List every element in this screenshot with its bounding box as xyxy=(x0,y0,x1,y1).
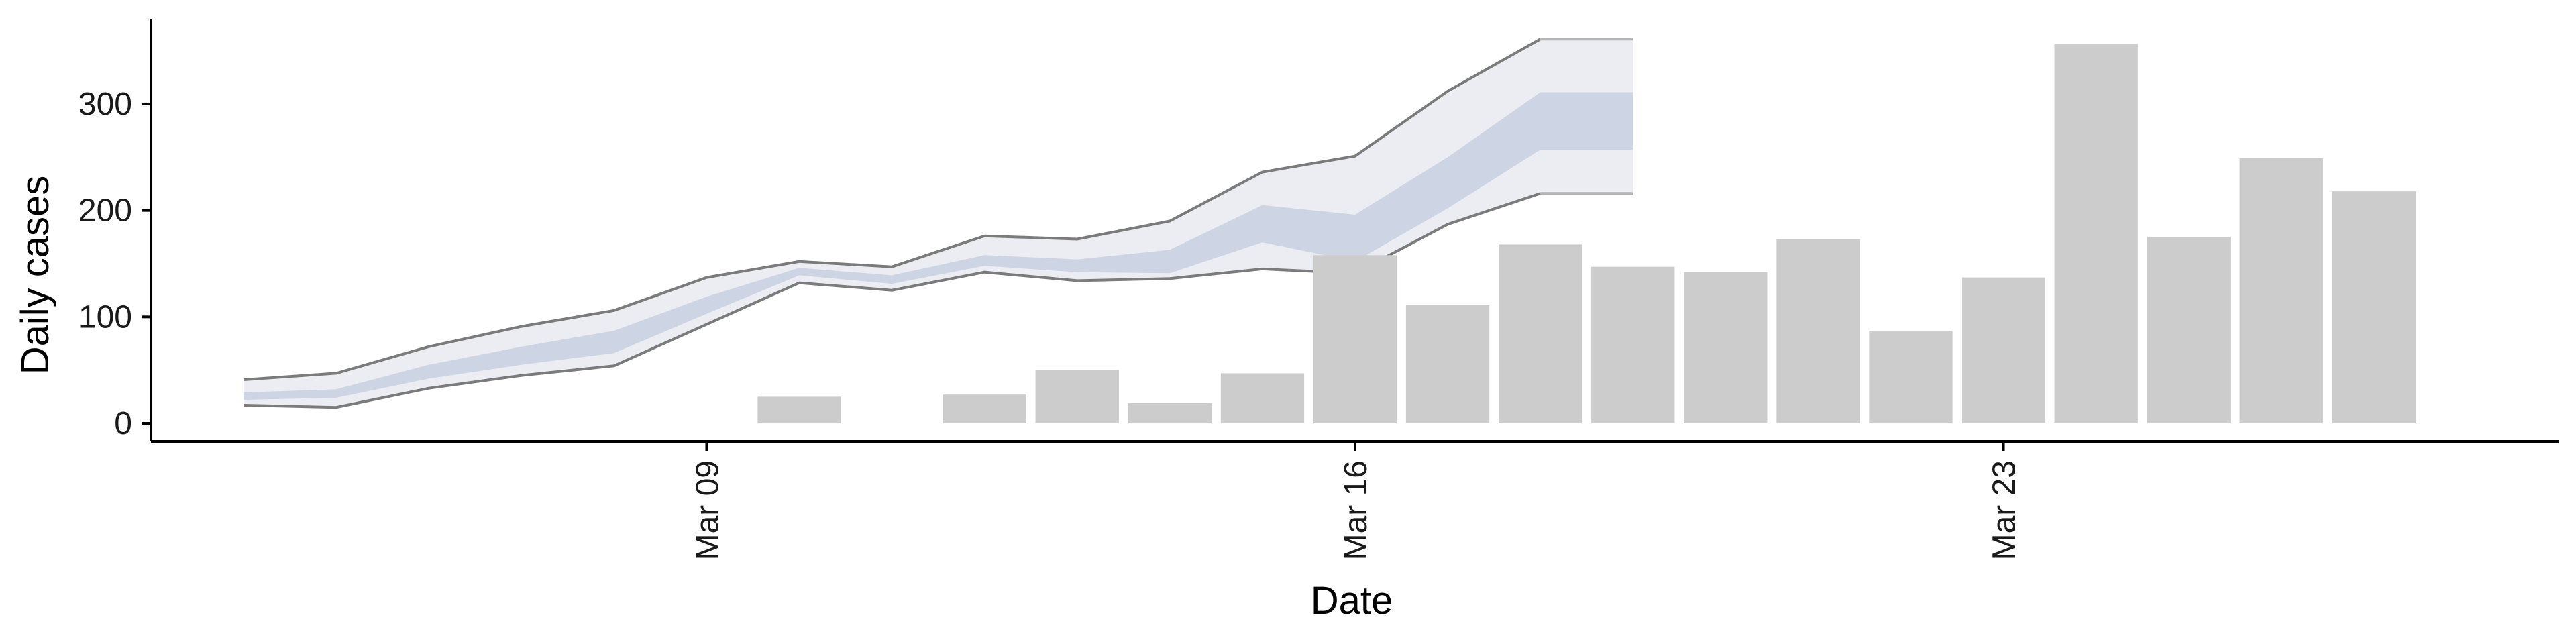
y-axis-title: Daily cases xyxy=(13,176,57,375)
bar-2020-03-26 xyxy=(2239,158,2323,423)
bar-2020-03-21 xyxy=(1776,239,1860,423)
bar-2020-03-27 xyxy=(2332,191,2416,423)
y-tick-label-200: 200 xyxy=(78,193,132,229)
bar-2020-03-22 xyxy=(1869,331,1953,424)
inner-band xyxy=(244,92,1633,400)
bar-layer xyxy=(757,44,2416,424)
bar-2020-03-15 xyxy=(1220,373,1305,423)
bar-2020-03-13 xyxy=(1035,370,1119,423)
band-upper-line xyxy=(243,38,1542,381)
bar-2020-03-18 xyxy=(1499,244,1582,423)
bar-2020-03-14 xyxy=(1128,402,1212,424)
x-tick-label-2020-03-09: Mar 09 xyxy=(690,460,726,560)
bar-2020-03-25 xyxy=(2147,237,2231,423)
bar-2020-03-16 xyxy=(1313,255,1397,423)
x-axis-title: Date xyxy=(1311,579,1393,623)
x-tick-label-2020-03-16: Mar 16 xyxy=(1338,460,1374,560)
bar-2020-03-23 xyxy=(1962,277,2045,423)
axis-layer: 0 100 200 300 Mar 09 Mar 16 Mar 23 xyxy=(78,19,2559,560)
bar-2020-03-24 xyxy=(2054,44,2138,424)
y-tick-label-0: 0 xyxy=(114,406,132,441)
y-tick-label-100: 100 xyxy=(78,299,132,335)
bar-2020-03-20 xyxy=(1684,272,1768,423)
y-tick-label-300: 300 xyxy=(78,87,132,122)
x-tick-label-2020-03-23: Mar 23 xyxy=(1987,460,2023,560)
bar-2020-03-10 xyxy=(757,396,841,424)
bar-2020-03-12 xyxy=(943,394,1026,423)
bar-2020-03-19 xyxy=(1591,266,1675,423)
bar-2020-03-17 xyxy=(1405,305,1490,423)
